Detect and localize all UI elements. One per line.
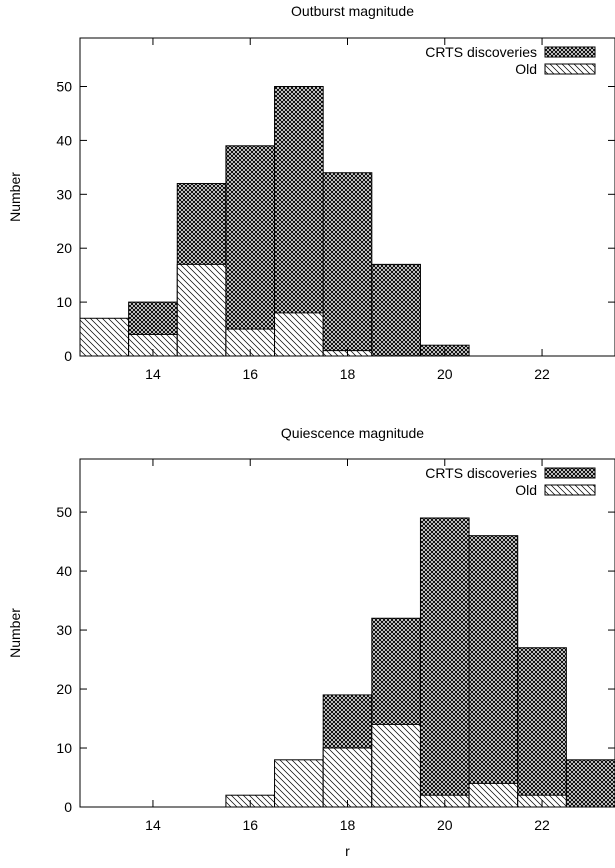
panel1-xtick-label-16: 16 <box>242 366 258 382</box>
panel2-legend-swatch-2 <box>544 484 596 496</box>
panel2-xtick-label-22: 22 <box>534 817 550 833</box>
panel2-ytick-label-10: 10 <box>56 740 72 756</box>
panel2-ytick-label-50: 50 <box>56 504 72 520</box>
panel2-title: Quiescence magnitude <box>281 425 424 441</box>
panel2-bar-old-19 <box>371 723 421 808</box>
panel2-bar-crts-21 <box>468 535 519 808</box>
panel1-bar-crts-18 <box>322 172 373 357</box>
panel2-xtick-label-16: 16 <box>242 817 258 833</box>
panel1-ylabel: Number <box>7 172 23 222</box>
panel1-legend-swatch-2 <box>544 63 596 75</box>
panel1-bar-old-17 <box>274 312 324 357</box>
panel1-ytick-label-40: 40 <box>56 132 72 148</box>
panel1-bar-crts-19 <box>371 263 421 357</box>
panel2-bar-old-21 <box>468 782 519 808</box>
panel2-xtick-label-14: 14 <box>145 817 161 833</box>
panel2-legend-swatch-1 <box>544 467 596 479</box>
panel1-legend-label-1: CRTS discoveries <box>425 44 537 60</box>
panel1-ytick-label-10: 10 <box>56 294 72 310</box>
panel2-legend-label-1: CRTS discoveries <box>425 465 537 481</box>
panel2-xtick-label-18: 18 <box>340 817 356 833</box>
panel1-ytick-label-50: 50 <box>56 79 72 95</box>
panel2-ytick-label-0: 0 <box>64 799 72 815</box>
panel1-xtick-label-14: 14 <box>145 366 161 382</box>
panel2-ytick-label-40: 40 <box>56 563 72 579</box>
panel2-ytick-label-20: 20 <box>56 681 72 697</box>
panel1-ytick-label-0: 0 <box>64 348 72 364</box>
panel1-xtick-label-22: 22 <box>534 366 550 382</box>
panel1-bar-old-13 <box>79 317 130 357</box>
panel2-bar-crts-20 <box>419 517 470 808</box>
panel2-bar-old-17 <box>274 759 324 808</box>
panel1-title: Outburst magnitude <box>291 3 414 19</box>
panel2-xtick-label-20: 20 <box>437 817 453 833</box>
panel1-bar-old-15 <box>176 263 227 357</box>
panel1-ytick-label-30: 30 <box>56 186 72 202</box>
panel2-bar-old-18 <box>322 747 373 808</box>
panel1-xtick-label-18: 18 <box>340 366 356 382</box>
panel2-ylabel: Number <box>7 608 23 658</box>
panel1-legend-swatch-1 <box>544 46 596 58</box>
panel2-bar-crts-23 <box>565 759 615 808</box>
panel1-legend-label-2: Old <box>515 61 537 77</box>
panel2-legend-label-2: Old <box>515 482 537 498</box>
panel1-bar-crts-16 <box>225 145 276 357</box>
panel1-xtick-label-20: 20 <box>437 366 453 382</box>
panel1-ytick-label-20: 20 <box>56 240 72 256</box>
panel2-ytick-label-30: 30 <box>56 622 72 638</box>
panel2-xlabel: r <box>345 843 350 859</box>
panel2-bar-crts-22 <box>517 647 567 808</box>
